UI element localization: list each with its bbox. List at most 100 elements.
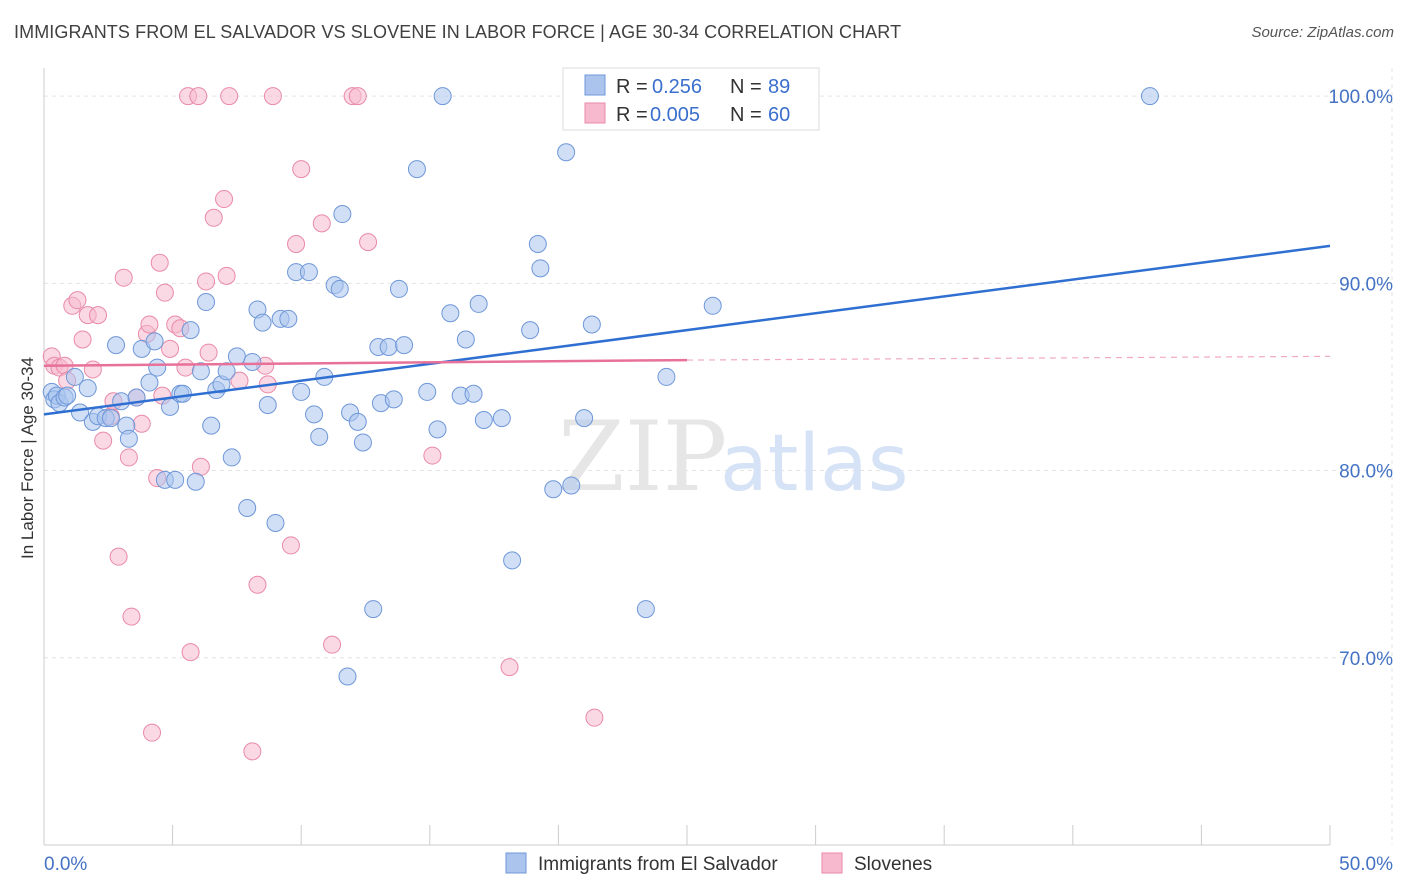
series-legend-label-pink: Slovenes <box>854 854 932 875</box>
blue-point-12 <box>101 409 120 428</box>
blue-point-58 <box>364 600 383 619</box>
blue-point-5 <box>58 386 77 405</box>
pink-point-33 <box>189 87 208 106</box>
pink-point-30 <box>176 358 195 377</box>
y-tick-label-0: 70.0% <box>1339 649 1393 670</box>
blue-point-19 <box>140 373 159 392</box>
blue-point-80 <box>544 480 563 499</box>
pink-trend-extension <box>686 355 1331 361</box>
blue-point-86 <box>657 367 676 386</box>
blue-point-83 <box>575 409 594 428</box>
pink-point-24 <box>150 253 169 272</box>
series-legend-swatch-blue <box>505 852 527 874</box>
legend-swatch-pink <box>584 102 606 124</box>
pink-point-50 <box>312 214 331 233</box>
pink-point-49 <box>292 160 311 179</box>
series-legend: Immigrants from El Salvador Slovenes <box>505 852 932 875</box>
blue-point-47 <box>299 263 318 282</box>
trend-lines <box>43 244 1331 416</box>
pink-point-14 <box>109 547 128 566</box>
x-tick-label-0: 0.0% <box>44 854 87 875</box>
pink-point-35 <box>197 272 216 291</box>
blue-point-48 <box>305 405 324 424</box>
blue-point-36 <box>227 347 246 366</box>
pink-point-7 <box>73 330 92 349</box>
blue-trend-line <box>43 244 1331 416</box>
pink-point-15 <box>114 268 133 287</box>
pink-point-27 <box>161 339 180 358</box>
blue-point-72 <box>464 384 483 403</box>
blue-point-62 <box>384 390 403 409</box>
blue-point-61 <box>379 337 398 356</box>
pink-trend-line <box>43 358 688 367</box>
pink-point-48 <box>287 234 306 253</box>
pink-point-57 <box>585 708 604 727</box>
legend-n-label-pink: N = <box>730 104 762 126</box>
blue-point-20 <box>145 332 164 351</box>
pink-point-21 <box>140 315 159 334</box>
axes <box>43 68 1331 846</box>
pink-point-9 <box>83 360 102 379</box>
pink-point-19 <box>132 414 151 433</box>
blue-point-41 <box>258 396 277 415</box>
blue-point-74 <box>474 410 493 429</box>
blue-point-69 <box>441 304 460 323</box>
blue-point-85 <box>636 600 655 619</box>
blue-point-38 <box>243 352 262 371</box>
blue-point-57 <box>353 433 372 452</box>
blue-point-49 <box>310 427 329 446</box>
blue-point-79 <box>531 259 550 278</box>
pink-point-55 <box>423 446 442 465</box>
x-tick-label-1: 50.0% <box>1339 854 1393 875</box>
blue-point-24 <box>166 470 185 489</box>
blue-point-82 <box>562 476 581 495</box>
blue-point-77 <box>521 321 540 340</box>
blue-point-14 <box>112 392 131 411</box>
legend-n-value-pink: 60 <box>768 104 790 126</box>
blue-point-42 <box>266 513 285 532</box>
pink-point-43 <box>248 575 267 594</box>
source-label: Source: ZipAtlas.com <box>1251 24 1394 41</box>
blue-point-34 <box>217 362 236 381</box>
blue-point-13 <box>107 336 126 355</box>
blue-point-88 <box>1140 87 1159 106</box>
blue-point-63 <box>389 279 408 298</box>
x-tick-labels: 0.0% 50.0% <box>44 854 1393 875</box>
correlation-legend: R = 0.256 N = 89 R = 0.005 N = 60 <box>562 67 820 131</box>
y-tick-label-2: 90.0% <box>1339 274 1393 295</box>
series-legend-label-blue: Immigrants from El Salvador <box>538 854 778 875</box>
pink-point-51 <box>323 635 342 654</box>
pink-point-16 <box>119 448 138 467</box>
blue-point-68 <box>433 87 452 106</box>
el-salvador-points <box>42 87 1159 686</box>
pink-point-38 <box>215 190 234 209</box>
blue-point-46 <box>292 382 311 401</box>
blue-point-64 <box>395 336 414 355</box>
blue-point-16 <box>119 429 138 448</box>
blue-point-73 <box>469 294 488 313</box>
y-tick-labels: 70.0% 80.0% 90.0% 100.0% <box>1329 87 1394 670</box>
legend-swatch-blue <box>584 74 606 96</box>
pink-point-26 <box>155 283 174 302</box>
pink-point-56 <box>500 658 519 677</box>
series-legend-swatch-pink <box>821 852 843 874</box>
chart-title: IMMIGRANTS FROM EL SALVADOR VS SLOVENE I… <box>14 22 902 42</box>
blue-point-31 <box>202 416 221 435</box>
blue-point-29 <box>191 362 210 381</box>
pink-point-6 <box>68 291 87 310</box>
zipatlas-watermark: ZIP atlas <box>558 401 909 513</box>
blue-point-54 <box>338 667 357 686</box>
pink-point-22 <box>143 723 162 742</box>
pink-point-42 <box>243 742 262 761</box>
blue-point-44 <box>279 309 298 328</box>
blue-point-66 <box>418 382 437 401</box>
blue-point-71 <box>456 330 475 349</box>
y-axis-label: In Labor Force | Age 30-34 <box>18 357 37 559</box>
blue-point-8 <box>78 379 97 398</box>
pink-point-10 <box>89 306 108 325</box>
pink-point-37 <box>204 208 223 227</box>
blue-point-26 <box>173 384 192 403</box>
blue-point-87 <box>703 296 722 315</box>
blue-point-30 <box>197 293 216 312</box>
